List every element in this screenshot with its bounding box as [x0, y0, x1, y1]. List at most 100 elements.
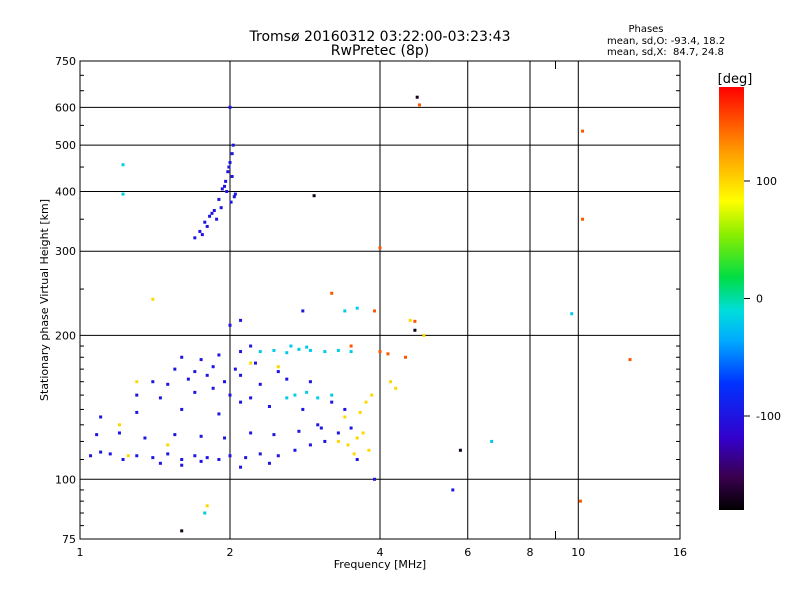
data-point — [349, 344, 353, 348]
data-point — [180, 463, 184, 467]
data-point — [361, 431, 365, 435]
data-point — [330, 400, 334, 404]
data-point — [330, 291, 334, 295]
data-point — [199, 434, 203, 438]
data-point — [239, 400, 243, 404]
data-point — [212, 209, 216, 213]
data-point — [89, 454, 93, 458]
data-point — [323, 350, 327, 354]
data-point — [228, 323, 232, 327]
data-point — [349, 426, 353, 430]
colorbar-ticks: 100 0 -100 — [744, 175, 781, 423]
x-tick-label: 8 — [527, 546, 534, 559]
data-point — [158, 461, 162, 465]
chart-title: Tromsø 20160312 03:22:00-03:23:43 — [249, 29, 511, 45]
data-point — [143, 436, 147, 440]
data-point — [305, 390, 309, 394]
colorbar-label: [deg] — [718, 72, 753, 87]
data-point — [233, 367, 237, 371]
y-tick-label: 400 — [55, 185, 76, 198]
data-point — [186, 377, 190, 381]
colorbar-tick-label: 100 — [756, 175, 777, 188]
data-point — [297, 347, 301, 351]
data-point — [258, 350, 262, 354]
data-point — [232, 195, 236, 199]
data-point — [223, 184, 227, 188]
data-point — [386, 352, 390, 356]
data-point — [308, 443, 312, 447]
data-point — [581, 217, 585, 221]
data-point — [121, 457, 125, 461]
data-point — [628, 358, 632, 362]
y-tick-label: 500 — [55, 139, 76, 152]
data-point — [336, 348, 340, 352]
data-point — [231, 143, 235, 147]
data-point — [370, 393, 374, 397]
data-point — [352, 452, 356, 456]
data-point — [193, 390, 197, 394]
x-tick-label: 16 — [673, 546, 687, 559]
data-point — [285, 396, 289, 400]
data-point — [323, 439, 327, 443]
data-point — [135, 393, 139, 397]
y-axis-label: Stationary phase Virtual Height [km] — [38, 199, 51, 401]
data-point — [367, 448, 371, 452]
data-point — [394, 386, 398, 390]
data-point — [226, 170, 230, 174]
data-point — [224, 179, 228, 183]
data-point — [349, 350, 353, 354]
data-point — [301, 309, 305, 313]
data-point — [343, 407, 347, 411]
data-point — [570, 312, 574, 316]
data-point — [233, 192, 237, 196]
data-point — [193, 454, 197, 458]
colorbar: [deg] 100 0 -100 — [717, 72, 781, 510]
data-point — [151, 297, 155, 301]
data-point — [193, 370, 197, 374]
data-point — [205, 224, 209, 228]
x-tick-label: 4 — [377, 546, 384, 559]
chart-subtitle: RwPretec (8p) — [331, 43, 429, 59]
data-point — [413, 328, 417, 332]
data-point — [180, 355, 184, 359]
data-point — [403, 355, 407, 359]
data-point — [217, 457, 221, 461]
data-point — [173, 367, 177, 371]
data-point — [121, 163, 125, 167]
data-point — [285, 377, 289, 381]
data-point — [358, 410, 362, 414]
data-point — [249, 344, 253, 348]
data-point — [249, 396, 253, 400]
x-tick-labels: 1 2 4 6 8 10 16 — [77, 546, 688, 559]
data-point — [217, 353, 221, 357]
colorbar-gradient — [719, 87, 744, 510]
data-point — [220, 187, 224, 191]
data-point — [215, 217, 219, 221]
data-point — [199, 459, 203, 463]
data-point — [308, 380, 312, 384]
data-point — [297, 429, 301, 433]
data-point — [336, 439, 340, 443]
data-point — [417, 103, 421, 107]
data-point — [249, 361, 253, 365]
data-point — [301, 407, 305, 411]
data-point — [166, 382, 170, 386]
data-point — [211, 386, 215, 390]
data-point — [289, 344, 293, 348]
data-point — [458, 448, 462, 452]
data-point — [99, 415, 103, 419]
data-point — [239, 318, 243, 322]
data-point — [272, 433, 276, 437]
data-point — [95, 433, 99, 437]
data-point — [223, 380, 227, 384]
data-point — [230, 174, 234, 178]
plot-area: 1 2 4 6 8 10 16 75 100 200 300 400 500 600 750 — [55, 55, 687, 559]
data-point — [239, 465, 243, 469]
data-point — [305, 345, 309, 349]
data-point — [581, 129, 585, 133]
data-point — [173, 433, 177, 437]
data-point — [198, 229, 202, 233]
data-point — [158, 396, 162, 400]
data-point — [203, 220, 207, 224]
